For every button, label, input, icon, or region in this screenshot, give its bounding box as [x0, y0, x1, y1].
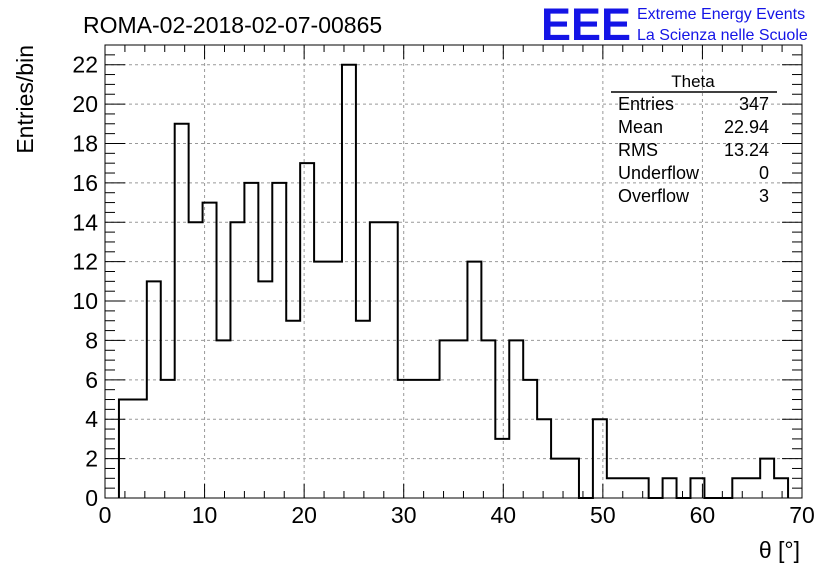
x-tick-label: 20 [291, 502, 317, 528]
x-axis-label: θ [°] [759, 537, 800, 563]
y-tick-label: 2 [85, 446, 98, 472]
x-tick-labels: 0 10 20 30 40 50 60 70 [99, 502, 815, 528]
x-tick-label: 70 [789, 502, 815, 528]
stats-label-underflow: Underflow [618, 163, 700, 183]
stats-value-underflow: 0 [759, 163, 769, 183]
org-line-1: Extreme Energy Events [637, 6, 805, 23]
x-tick-label: 0 [99, 502, 112, 528]
x-tick-label: 30 [391, 502, 417, 528]
x-tick-label: 50 [590, 502, 616, 528]
stats-value-rms: 13.24 [724, 140, 769, 160]
y-tick-label: 18 [72, 130, 98, 156]
stats-value-mean: 22.94 [724, 117, 769, 137]
stats-box: Theta Entries 347 Mean 22.94 RMS 13.24 U… [611, 72, 777, 206]
y-tick-label: 12 [72, 249, 98, 275]
y-axis-label: Entries/bin [12, 45, 38, 154]
stats-label-entries: Entries [618, 94, 674, 114]
y-tick-label: 16 [72, 170, 98, 196]
stats-value-overflow: 3 [759, 186, 769, 206]
axis-ticks [104, 44, 803, 499]
y-tick-label: 0 [85, 485, 98, 511]
stats-label-mean: Mean [618, 117, 663, 137]
x-tick-label: 40 [490, 502, 516, 528]
x-tick-label: 10 [192, 502, 218, 528]
plot-frame [104, 44, 803, 499]
stats-value-entries: 347 [739, 94, 769, 114]
eee-logo: EEE [541, 0, 631, 50]
y-tick-labels: 0 2 4 6 8 10 12 14 16 18 20 22 [72, 52, 98, 511]
stats-label-rms: RMS [618, 140, 658, 160]
grid-lines [105, 45, 802, 498]
x-tick-label: 60 [690, 502, 716, 528]
y-tick-label: 6 [85, 367, 98, 393]
y-tick-label: 10 [72, 288, 98, 314]
y-tick-label: 4 [85, 406, 98, 432]
org-line-2: La Scienza nelle Scuole [637, 27, 808, 44]
stats-name: Theta [671, 72, 715, 91]
y-tick-label: 8 [85, 327, 98, 353]
plot-title: ROMA-02-2018-02-07-00865 [83, 12, 382, 38]
y-tick-label: 22 [72, 52, 98, 78]
histogram-outline [117, 63, 790, 499]
y-tick-label: 20 [72, 91, 98, 117]
y-tick-label: 14 [72, 209, 98, 235]
stats-label-overflow: Overflow [618, 186, 690, 206]
